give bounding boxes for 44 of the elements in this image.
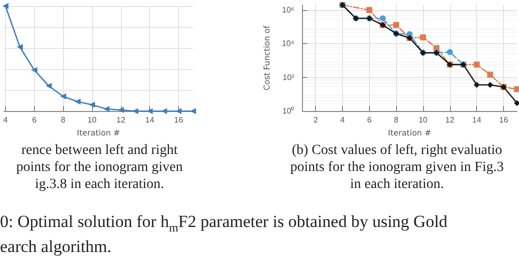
- y-tick-label: 10²: [282, 72, 295, 82]
- point: [2, 3, 8, 9]
- point: [474, 82, 480, 88]
- x-axis-title: Iteration #: [76, 128, 120, 138]
- text: 0: Optimal solution for h$_{m}$F2 parameter is obtained by using Gold earch algorithm.: [0, 212, 448, 256]
- point: [380, 15, 386, 22]
- x-tick-label: 4: [3, 116, 8, 125]
- x-tick-label: 14: [145, 116, 155, 125]
- point: [446, 49, 453, 56]
- y-tick-label: 10⁰: [282, 106, 294, 116]
- point: [60, 93, 66, 100]
- point: [487, 72, 494, 78]
- x-tick-label: 4: [340, 116, 346, 125]
- x-tick-label: 16: [174, 116, 184, 125]
- x-axis-title: Iteration #: [388, 128, 432, 138]
- x-tick-label: 6: [32, 116, 38, 125]
- point: [474, 62, 480, 68]
- x-tick-label: 2: [313, 116, 318, 125]
- point: [487, 82, 494, 88]
- text: (b) Cost values of left, right evaluatio points for the ionogram given in Fig.3 in each iteration.: [289, 142, 505, 193]
- point: [393, 22, 400, 28]
- x-tick-label: 8: [394, 116, 399, 125]
- point: [16, 44, 23, 50]
- point: [46, 82, 52, 89]
- x-tick-label: 16: [499, 116, 509, 125]
- x-tick-label: 14: [472, 116, 482, 125]
- y-axis-title: Cost Function of: [262, 26, 272, 90]
- x-tick-label: 8: [60, 116, 66, 125]
- point: [89, 102, 96, 108]
- point: [420, 34, 426, 40]
- x-tick-label: 10: [88, 116, 98, 125]
- y-tick-label: 10⁶: [282, 6, 294, 15]
- x-tick-label: 12: [116, 116, 126, 125]
- x-tick-label: 10: [418, 116, 428, 125]
- text: rence between left and right points for the ionogram given ig.3.8 in each iteration.: [15, 142, 184, 193]
- point: [514, 86, 519, 92]
- point: [514, 100, 519, 106]
- point: [433, 45, 440, 52]
- y-tick-label: 10⁴: [282, 39, 295, 48]
- x-tick-label: 12: [445, 116, 455, 125]
- point: [74, 98, 81, 105]
- point: [103, 106, 110, 112]
- point: [366, 7, 372, 14]
- x-tick-label: 6: [367, 116, 372, 125]
